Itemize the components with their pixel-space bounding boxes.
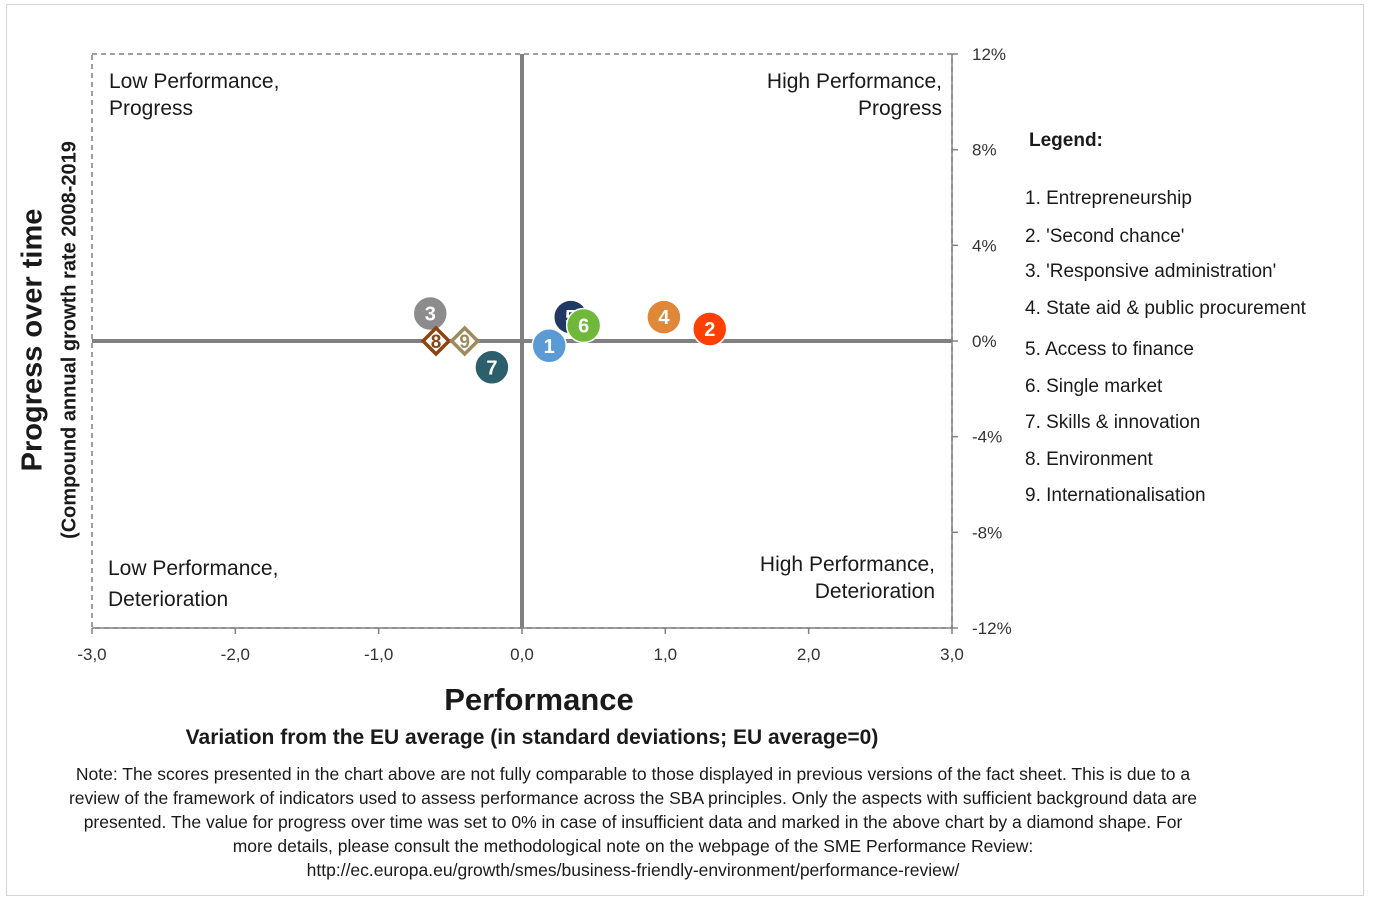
quadrant-top-right-line2: Progress bbox=[857, 97, 942, 120]
circle-marker bbox=[412, 295, 449, 332]
y-tick-label: -8% bbox=[972, 523, 1002, 542]
diamond-marker bbox=[449, 325, 481, 357]
point-label: 3 bbox=[425, 303, 436, 325]
legend-item: 9. Internationalisation bbox=[1025, 485, 1206, 506]
data-point-2[interactable]: 2 bbox=[692, 311, 728, 347]
quadrant-bottom-right-line1: High Performance, bbox=[759, 553, 935, 576]
circle-marker bbox=[692, 311, 728, 347]
chart-frame bbox=[6, 4, 1364, 896]
legend-item: 6. Single market bbox=[1025, 376, 1163, 397]
quadrant-bottom-right-line2: Deterioration bbox=[814, 580, 935, 603]
y-tick-label: 0% bbox=[972, 332, 997, 351]
x-tick-label: 1,0 bbox=[654, 645, 678, 664]
quadrant-top-left-line2: Progress bbox=[109, 97, 194, 120]
legend-item: 8. Environment bbox=[1025, 449, 1153, 470]
legend-item: 1. Entrepreneurship bbox=[1025, 188, 1192, 209]
data-point-3[interactable]: 3 bbox=[412, 295, 449, 332]
legend-item: 2. 'Second chance' bbox=[1025, 226, 1185, 247]
quadrant-top-right-line1: High Performance, bbox=[766, 70, 942, 93]
diamond-marker bbox=[420, 325, 452, 357]
y-axis-title: Progress over time bbox=[16, 208, 49, 472]
point-label: 7 bbox=[486, 357, 497, 379]
x-tick-label: -1,0 bbox=[364, 645, 393, 664]
point-label: 1 bbox=[544, 336, 555, 358]
x-tick-label: 2,0 bbox=[797, 645, 821, 664]
y-axis-subtitle: (Compound annual growth rate 2008-2019 bbox=[58, 141, 81, 539]
footnote-line: more details, please consult the methodo… bbox=[232, 836, 1034, 856]
footnote-link[interactable]: http://ec.europa.eu/growth/smes/business… bbox=[306, 860, 960, 880]
point-label: 2 bbox=[704, 319, 715, 341]
data-point-8[interactable]: 8 bbox=[420, 325, 452, 357]
legend-title: Legend: bbox=[1029, 130, 1103, 151]
x-tick-label: -2,0 bbox=[221, 645, 250, 664]
legend-item: 4. State aid & public procurement bbox=[1025, 298, 1306, 319]
y-tick-label: 12% bbox=[972, 45, 1006, 64]
circle-marker bbox=[565, 307, 602, 344]
legend-item: 7. Skills & innovation bbox=[1025, 412, 1201, 433]
y-tick-label: -4% bbox=[972, 428, 1002, 447]
y-tick-label: -12% bbox=[972, 619, 1012, 638]
point-label: 6 bbox=[578, 315, 589, 337]
x-tick-label: 0,0 bbox=[510, 645, 534, 664]
circle-marker bbox=[531, 328, 567, 364]
data-point-9[interactable]: 9 bbox=[449, 325, 481, 357]
circle-marker bbox=[474, 349, 510, 386]
data-point-4[interactable]: 4 bbox=[646, 299, 682, 335]
quadrant-label-top-left: Low Performance, Progress bbox=[109, 68, 279, 122]
legend-item: 3. 'Responsive administration' bbox=[1025, 261, 1277, 282]
x-tick-label: 3,0 bbox=[940, 645, 964, 664]
circle-marker bbox=[646, 299, 682, 335]
quadrant-label-top-right: High Performance, Progress bbox=[720, 68, 942, 122]
footnote-line: presented. The value for progress over t… bbox=[83, 812, 1183, 832]
footnote: Note: The scores presented in the chart … bbox=[50, 762, 1216, 882]
y-tick-label: 8% bbox=[972, 141, 997, 160]
footnote-line: review of the framework of indicators us… bbox=[68, 788, 1197, 808]
x-axis-subtitle: Variation from the EU average (in standa… bbox=[185, 726, 879, 749]
point-label: 8 bbox=[431, 332, 442, 353]
point-label: 9 bbox=[459, 332, 470, 353]
x-tick-label: -3,0 bbox=[77, 645, 106, 664]
footnote-line: Note: The scores presented in the chart … bbox=[75, 764, 1191, 784]
quadrant-bottom-left-line2: Deterioration bbox=[108, 588, 229, 611]
y-tick-label: 4% bbox=[972, 236, 997, 255]
x-axis-title: Performance bbox=[444, 682, 634, 717]
data-point-1[interactable]: 1 bbox=[531, 328, 567, 364]
data-point-7[interactable]: 7 bbox=[474, 349, 510, 386]
quadrant-top-left-line1: Low Performance, bbox=[109, 70, 280, 93]
data-point-6[interactable]: 6 bbox=[565, 307, 602, 344]
quadrant-label-bottom-left: Low Performance, Deterioration bbox=[108, 553, 278, 615]
quadrant-bottom-left-line1: Low Performance, bbox=[108, 557, 279, 580]
quadrant-label-bottom-right: High Performance, Deterioration bbox=[713, 551, 935, 605]
legend-item: 5. Access to finance bbox=[1025, 339, 1194, 360]
point-label: 4 bbox=[658, 307, 670, 329]
